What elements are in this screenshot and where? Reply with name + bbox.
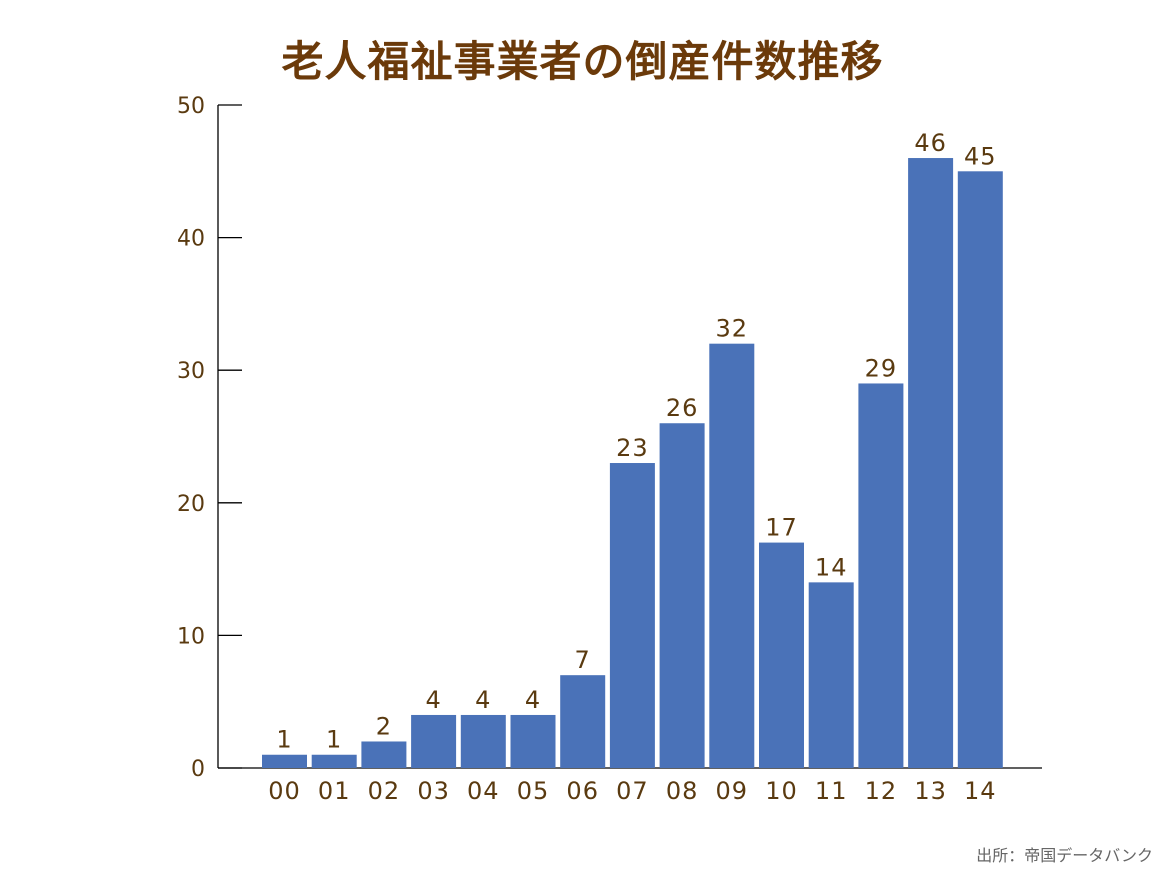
x-tick-label: 01 [318, 777, 351, 805]
data-label: 26 [666, 394, 699, 422]
bar-05 [510, 714, 556, 768]
y-tick-label: 30 [177, 359, 205, 384]
bar-06 [560, 675, 606, 768]
y-tick-label: 20 [177, 492, 205, 517]
bar-03 [411, 714, 457, 768]
data-label: 29 [865, 354, 898, 382]
x-tick-label: 13 [914, 777, 947, 805]
bar-09 [709, 343, 755, 768]
data-label: 14 [815, 553, 848, 581]
bar-08 [659, 423, 705, 768]
x-tick-label: 14 [964, 777, 997, 805]
data-label: 32 [716, 315, 749, 343]
x-tick-label: 03 [417, 777, 450, 805]
x-tick-label: 09 [716, 777, 749, 805]
y-tick-label: 50 [177, 94, 205, 119]
y-tick-label: 10 [177, 624, 205, 649]
x-tick-label: 08 [666, 777, 699, 805]
data-label: 4 [475, 686, 491, 714]
data-label: 45 [964, 142, 997, 170]
data-label: 4 [525, 686, 541, 714]
x-tick-label: 07 [616, 777, 649, 805]
data-label: 7 [575, 646, 591, 674]
x-tick-label: 05 [517, 777, 550, 805]
bar-14 [957, 171, 1003, 769]
data-label: 23 [616, 434, 649, 462]
x-tick-label: 06 [566, 777, 599, 805]
y-tick-label: 0 [191, 757, 205, 782]
bar-01 [311, 754, 357, 768]
x-tick-label: 11 [815, 777, 848, 805]
data-label: 1 [276, 726, 292, 754]
x-tick-label: 12 [865, 777, 898, 805]
bar-00 [262, 754, 307, 768]
source-note: 出所：帝国データバンク [976, 846, 1153, 865]
bar-13 [908, 158, 954, 769]
bar-02 [361, 741, 407, 768]
data-label: 4 [425, 686, 441, 714]
chart-title: 老人福祉事業者の倒産件数推移 [281, 37, 884, 86]
bar-07 [609, 463, 655, 768]
bar-04 [460, 714, 506, 768]
bar-12 [858, 383, 904, 768]
x-tick-label: 04 [467, 777, 500, 805]
data-label: 17 [765, 514, 798, 542]
x-tick-label: 02 [368, 777, 401, 805]
data-label: 46 [914, 129, 947, 157]
bar-11 [808, 582, 854, 768]
data-label: 1 [326, 726, 342, 754]
x-tick-label: 00 [268, 777, 301, 805]
bar-10 [759, 542, 804, 768]
y-tick-label: 40 [177, 227, 205, 252]
data-label: 2 [376, 712, 392, 740]
x-tick-label: 10 [765, 777, 798, 805]
